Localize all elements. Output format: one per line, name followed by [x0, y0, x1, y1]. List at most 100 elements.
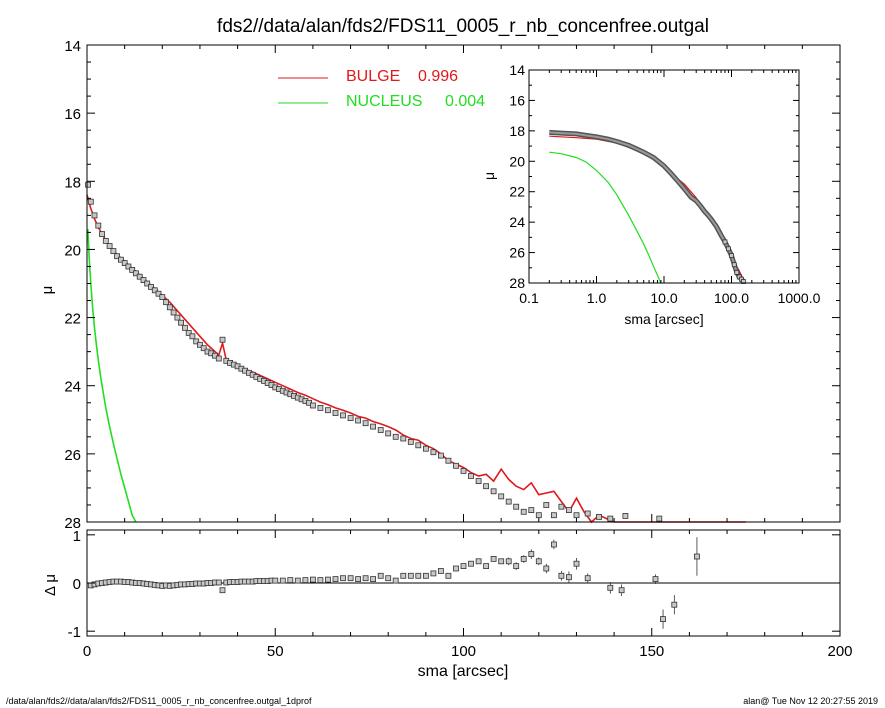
inset-x-axis-label: sma [arcsec]	[624, 311, 703, 327]
main-profile-panel: 14 16 18 20 22 24 26 28 μ BULGE 0.996 NUCLEUS 0…	[39, 38, 841, 532]
residual-point	[325, 576, 331, 583]
residual-y-tick-label: 1	[73, 528, 81, 545]
inset-y-tick-label: 20	[509, 153, 525, 169]
data-point	[385, 430, 392, 437]
x-tick-label: 150	[639, 643, 664, 660]
inset-x-tick-label: 0.1	[519, 290, 539, 306]
residual-point	[279, 577, 286, 584]
residual-point	[475, 558, 482, 565]
residual-point	[219, 587, 226, 594]
residual-y-tick-label: 0	[73, 576, 81, 593]
data-point	[551, 512, 557, 519]
legend-nucleus-value: 0.004	[445, 93, 485, 110]
residual-point	[430, 570, 437, 577]
inset-data-point	[734, 269, 740, 275]
inset-nucleus-line	[549, 151, 662, 284]
data-point	[607, 515, 614, 522]
main-y-tick-label: 24	[64, 379, 81, 396]
data-point	[309, 402, 316, 409]
inset-background	[529, 70, 799, 283]
residual-point	[445, 572, 452, 579]
data-point	[185, 329, 192, 336]
residual-point	[400, 572, 407, 579]
data-point	[475, 478, 482, 485]
data-point	[468, 473, 474, 479]
data-point	[129, 266, 136, 273]
data-point	[505, 498, 512, 505]
residual-point	[483, 563, 490, 569]
residual-point	[407, 572, 414, 579]
data-point	[159, 294, 166, 301]
data-point	[332, 410, 339, 416]
data-point	[200, 345, 207, 352]
inset-y-tick-label: 26	[509, 245, 525, 261]
data-point	[136, 273, 143, 280]
residual-point	[652, 576, 659, 582]
residual-point	[584, 575, 591, 582]
residual-point	[607, 584, 614, 591]
inset-nucleus-line	[549, 151, 662, 284]
main-y-tick-label: 20	[64, 242, 81, 259]
residual-y-tick-label: -1	[68, 624, 81, 641]
x-tick-label: 100	[451, 643, 476, 660]
residual-point	[392, 577, 399, 584]
residual-point	[309, 576, 316, 583]
data-point	[340, 412, 346, 419]
main-y-tick-label: 28	[64, 515, 81, 532]
data-point	[102, 237, 109, 244]
inset-data-point	[726, 246, 731, 252]
data-point	[415, 442, 422, 449]
data-point	[437, 452, 444, 459]
data-point	[535, 512, 542, 519]
legend-bulge-value: 0.996	[418, 68, 458, 85]
footer-timestamp: alan@ Tue Nov 12 20:27:55 2019	[743, 696, 878, 706]
data-point	[445, 457, 452, 464]
residual-point	[340, 575, 346, 582]
data-point	[132, 270, 139, 277]
data-point	[430, 449, 437, 456]
data-point	[155, 290, 162, 297]
residual-data-points	[87, 537, 700, 629]
data-point	[325, 407, 331, 414]
nucleus-line	[87, 228, 137, 523]
data-point	[95, 222, 102, 229]
bulge-line	[86, 194, 746, 524]
legend-nucleus-label: NUCLEUS	[346, 93, 422, 110]
data-point	[166, 304, 173, 311]
data-point	[196, 341, 203, 348]
residual-point	[437, 568, 444, 574]
data-point	[460, 467, 467, 474]
data-point	[140, 277, 147, 284]
data-point	[121, 260, 128, 267]
main-y-tick-label: 14	[64, 38, 81, 55]
data-point	[163, 299, 170, 306]
data-point	[622, 513, 629, 519]
residual-point	[543, 565, 550, 572]
residual-point	[377, 572, 384, 579]
main-data-points	[85, 181, 663, 522]
residual-point	[370, 576, 377, 582]
residual-point	[422, 572, 429, 579]
data-point	[584, 510, 591, 517]
main-axes: 14 16 18 20 22 24 26 28	[64, 38, 841, 532]
residual-point	[490, 556, 497, 562]
data-point	[566, 507, 572, 514]
residual-point	[460, 563, 467, 569]
residual-point	[671, 601, 678, 608]
inset-x-tick-label: 1.0	[587, 290, 607, 306]
data-point	[347, 415, 354, 422]
data-point	[110, 248, 117, 255]
data-point	[219, 336, 226, 343]
inset-x-tick-label: 1000.0	[778, 290, 821, 306]
data-point	[174, 314, 181, 321]
data-point	[85, 181, 91, 188]
data-point	[422, 445, 429, 452]
residual-point	[317, 577, 324, 583]
data-point	[362, 420, 369, 427]
data-point	[189, 333, 196, 340]
data-point	[170, 309, 177, 316]
residual-point	[520, 556, 527, 562]
